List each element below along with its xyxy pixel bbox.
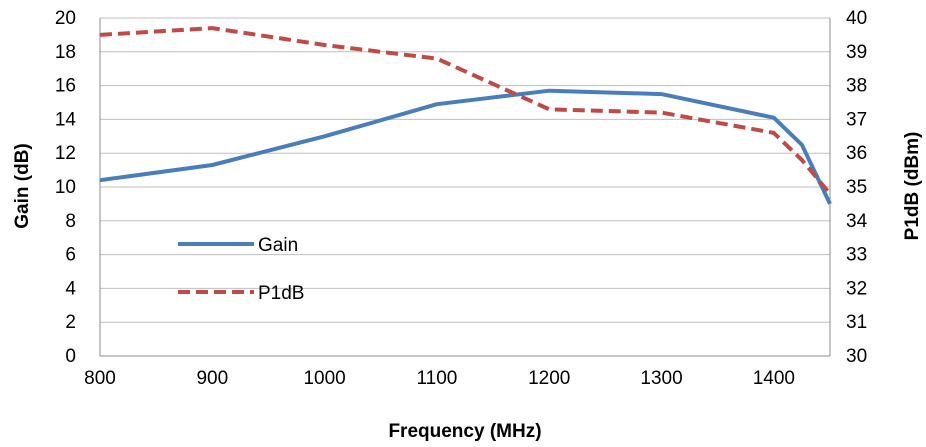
legend: Gain P1dB [178, 235, 304, 304]
y-tick-label: 2 [65, 312, 76, 333]
y-tick-label: 10 [55, 177, 76, 198]
y2-axis-ticks: 30 31 32 33 34 35 36 37 38 39 40 [846, 8, 868, 367]
y-tick-label: 8 [65, 211, 76, 232]
y-tick-label: 14 [55, 109, 77, 130]
y-tick-label: 4 [65, 278, 76, 299]
legend-label-gain: Gain [258, 235, 298, 256]
y2-tick-label: 35 [846, 177, 867, 198]
x-tick-label: 1200 [528, 368, 570, 389]
y2-tick-label: 40 [846, 8, 867, 29]
x-tick-label: 1400 [753, 368, 795, 389]
y2-tick-label: 30 [846, 346, 867, 367]
y2-tick-label: 31 [846, 312, 867, 333]
y2-tick-label: 36 [846, 143, 867, 164]
y-tick-label: 16 [55, 76, 76, 97]
y-axis-title: Gain (dB) [12, 143, 33, 229]
gridlines [100, 17, 830, 323]
y-tick-label: 20 [55, 8, 76, 29]
y2-axis-title: P1dB (dBm) [902, 132, 923, 241]
x-tick-label: 1300 [640, 368, 682, 389]
x-tick-label: 1000 [303, 368, 345, 389]
x-tick-label: 800 [84, 368, 116, 389]
x-axis-ticks: 800 900 1000 1100 1200 1300 1400 [84, 368, 795, 389]
x-axis-title: Frequency (MHz) [388, 421, 541, 442]
y2-tick-label: 33 [846, 245, 867, 266]
y-tick-label: 0 [65, 346, 76, 367]
y2-tick-label: 38 [846, 76, 867, 97]
y2-tick-label: 37 [846, 109, 867, 130]
series-line-gain [99, 88, 832, 205]
legend-label-p1db: P1dB [258, 283, 304, 304]
y-axis-ticks: 0 2 4 6 8 10 12 14 16 18 20 [55, 8, 77, 367]
x-tick-label: 900 [196, 368, 228, 389]
y-tick-label: 12 [55, 143, 76, 164]
x-tick-label: 1100 [416, 368, 457, 389]
series-layer [99, 26, 832, 205]
y2-tick-label: 39 [846, 42, 867, 63]
plot-area [99, 18, 831, 357]
y2-tick-label: 34 [846, 211, 868, 232]
y-tick-label: 6 [65, 245, 76, 266]
y2-tick-label: 32 [846, 278, 867, 299]
series-line-p1db [99, 26, 832, 196]
y-tick-label: 18 [55, 42, 76, 63]
